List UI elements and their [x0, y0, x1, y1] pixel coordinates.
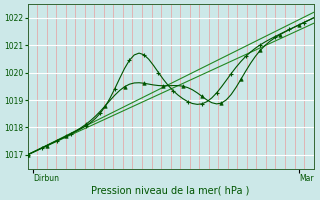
X-axis label: Pression niveau de la mer( hPa ): Pression niveau de la mer( hPa ) — [92, 186, 250, 196]
